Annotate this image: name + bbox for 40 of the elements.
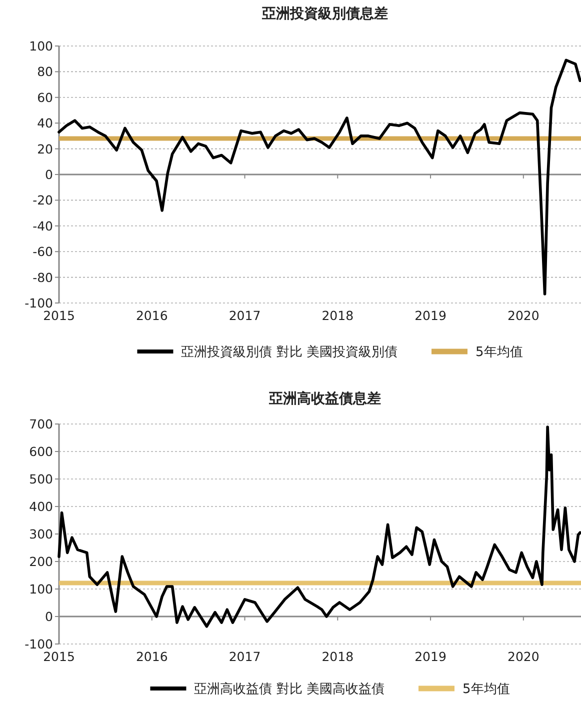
y-tick-label: -100 — [24, 296, 54, 310]
y-tick-label: 100 — [29, 38, 54, 54]
y-tick-label: -60 — [32, 244, 54, 260]
x-tick-label: 2020 — [508, 308, 540, 323]
y-tick-label: -20 — [32, 192, 54, 208]
x-tick-label: 2020 — [508, 649, 540, 664]
legend-label: 5年均值 — [475, 345, 523, 360]
legend-label: 5年均值 — [462, 682, 510, 697]
x-tick-label: 2019 — [414, 308, 446, 323]
y-tick-label: 20 — [37, 141, 54, 156]
legend-label: 亞洲高收益債 對比 美國高收益債 — [194, 681, 384, 697]
y-tick-label: 300 — [29, 526, 54, 542]
y-tick-label: 0 — [45, 609, 54, 624]
x-tick-label: 2018 — [322, 649, 354, 664]
y-tick-label: 200 — [29, 554, 54, 569]
y-tick-label: 80 — [37, 64, 54, 80]
y-tick-label: 100 — [29, 582, 54, 596]
y-tick-label: 600 — [29, 444, 54, 459]
x-tick-label: 2015 — [43, 308, 75, 323]
chart-title: 亞洲投資級別債息差 — [261, 6, 388, 22]
x-tick-label: 2017 — [228, 308, 261, 323]
y-tick-label: 40 — [37, 116, 54, 131]
x-tick-label: 2019 — [414, 649, 446, 664]
x-tick-label: 2015 — [43, 649, 75, 664]
x-tick-label: 2017 — [228, 649, 261, 664]
chart-title: 亞洲高收益債息差 — [268, 390, 381, 407]
x-tick-label: 2018 — [322, 308, 354, 323]
legend-label: 亞洲投資級別債 對比 美國投資級別債 — [181, 344, 398, 360]
y-tick-label: -80 — [32, 270, 54, 285]
y-tick-label: 500 — [29, 472, 54, 486]
y-tick-label: -40 — [32, 218, 54, 234]
y-tick-label: -100 — [24, 636, 54, 652]
y-tick-label: 400 — [29, 499, 54, 514]
line-series — [58, 58, 581, 296]
x-tick-label: 2016 — [136, 308, 168, 323]
line-series — [58, 426, 581, 628]
y-tick-label: 0 — [45, 167, 54, 182]
x-tick-label: 2016 — [136, 649, 168, 664]
y-tick-label: 700 — [29, 416, 54, 432]
y-tick-label: 60 — [37, 90, 54, 105]
